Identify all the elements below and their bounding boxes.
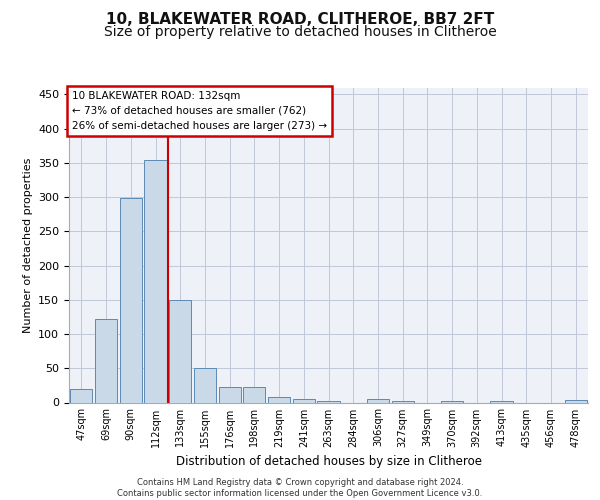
Bar [293, 399, 315, 402]
Bar [367, 399, 389, 402]
Text: Size of property relative to detached houses in Clitheroe: Size of property relative to detached ho… [104, 25, 496, 39]
Bar [441, 401, 463, 402]
Bar [243, 388, 265, 402]
Text: Contains HM Land Registry data © Crown copyright and database right 2024.
Contai: Contains HM Land Registry data © Crown c… [118, 478, 482, 498]
Bar [119, 198, 142, 402]
Bar [218, 388, 241, 402]
Bar [392, 401, 414, 402]
Bar [194, 368, 216, 402]
Bar [145, 160, 167, 402]
Text: 10, BLAKEWATER ROAD, CLITHEROE, BB7 2FT: 10, BLAKEWATER ROAD, CLITHEROE, BB7 2FT [106, 12, 494, 28]
Bar [565, 400, 587, 402]
Bar [95, 319, 117, 402]
Y-axis label: Number of detached properties: Number of detached properties [23, 158, 32, 332]
Text: 10 BLAKEWATER ROAD: 132sqm
← 73% of detached houses are smaller (762)
26% of sem: 10 BLAKEWATER ROAD: 132sqm ← 73% of deta… [72, 91, 327, 130]
Bar [70, 389, 92, 402]
X-axis label: Distribution of detached houses by size in Clitheroe: Distribution of detached houses by size … [176, 455, 482, 468]
Bar [317, 401, 340, 402]
Bar [169, 300, 191, 402]
Bar [490, 401, 512, 402]
Bar [268, 397, 290, 402]
